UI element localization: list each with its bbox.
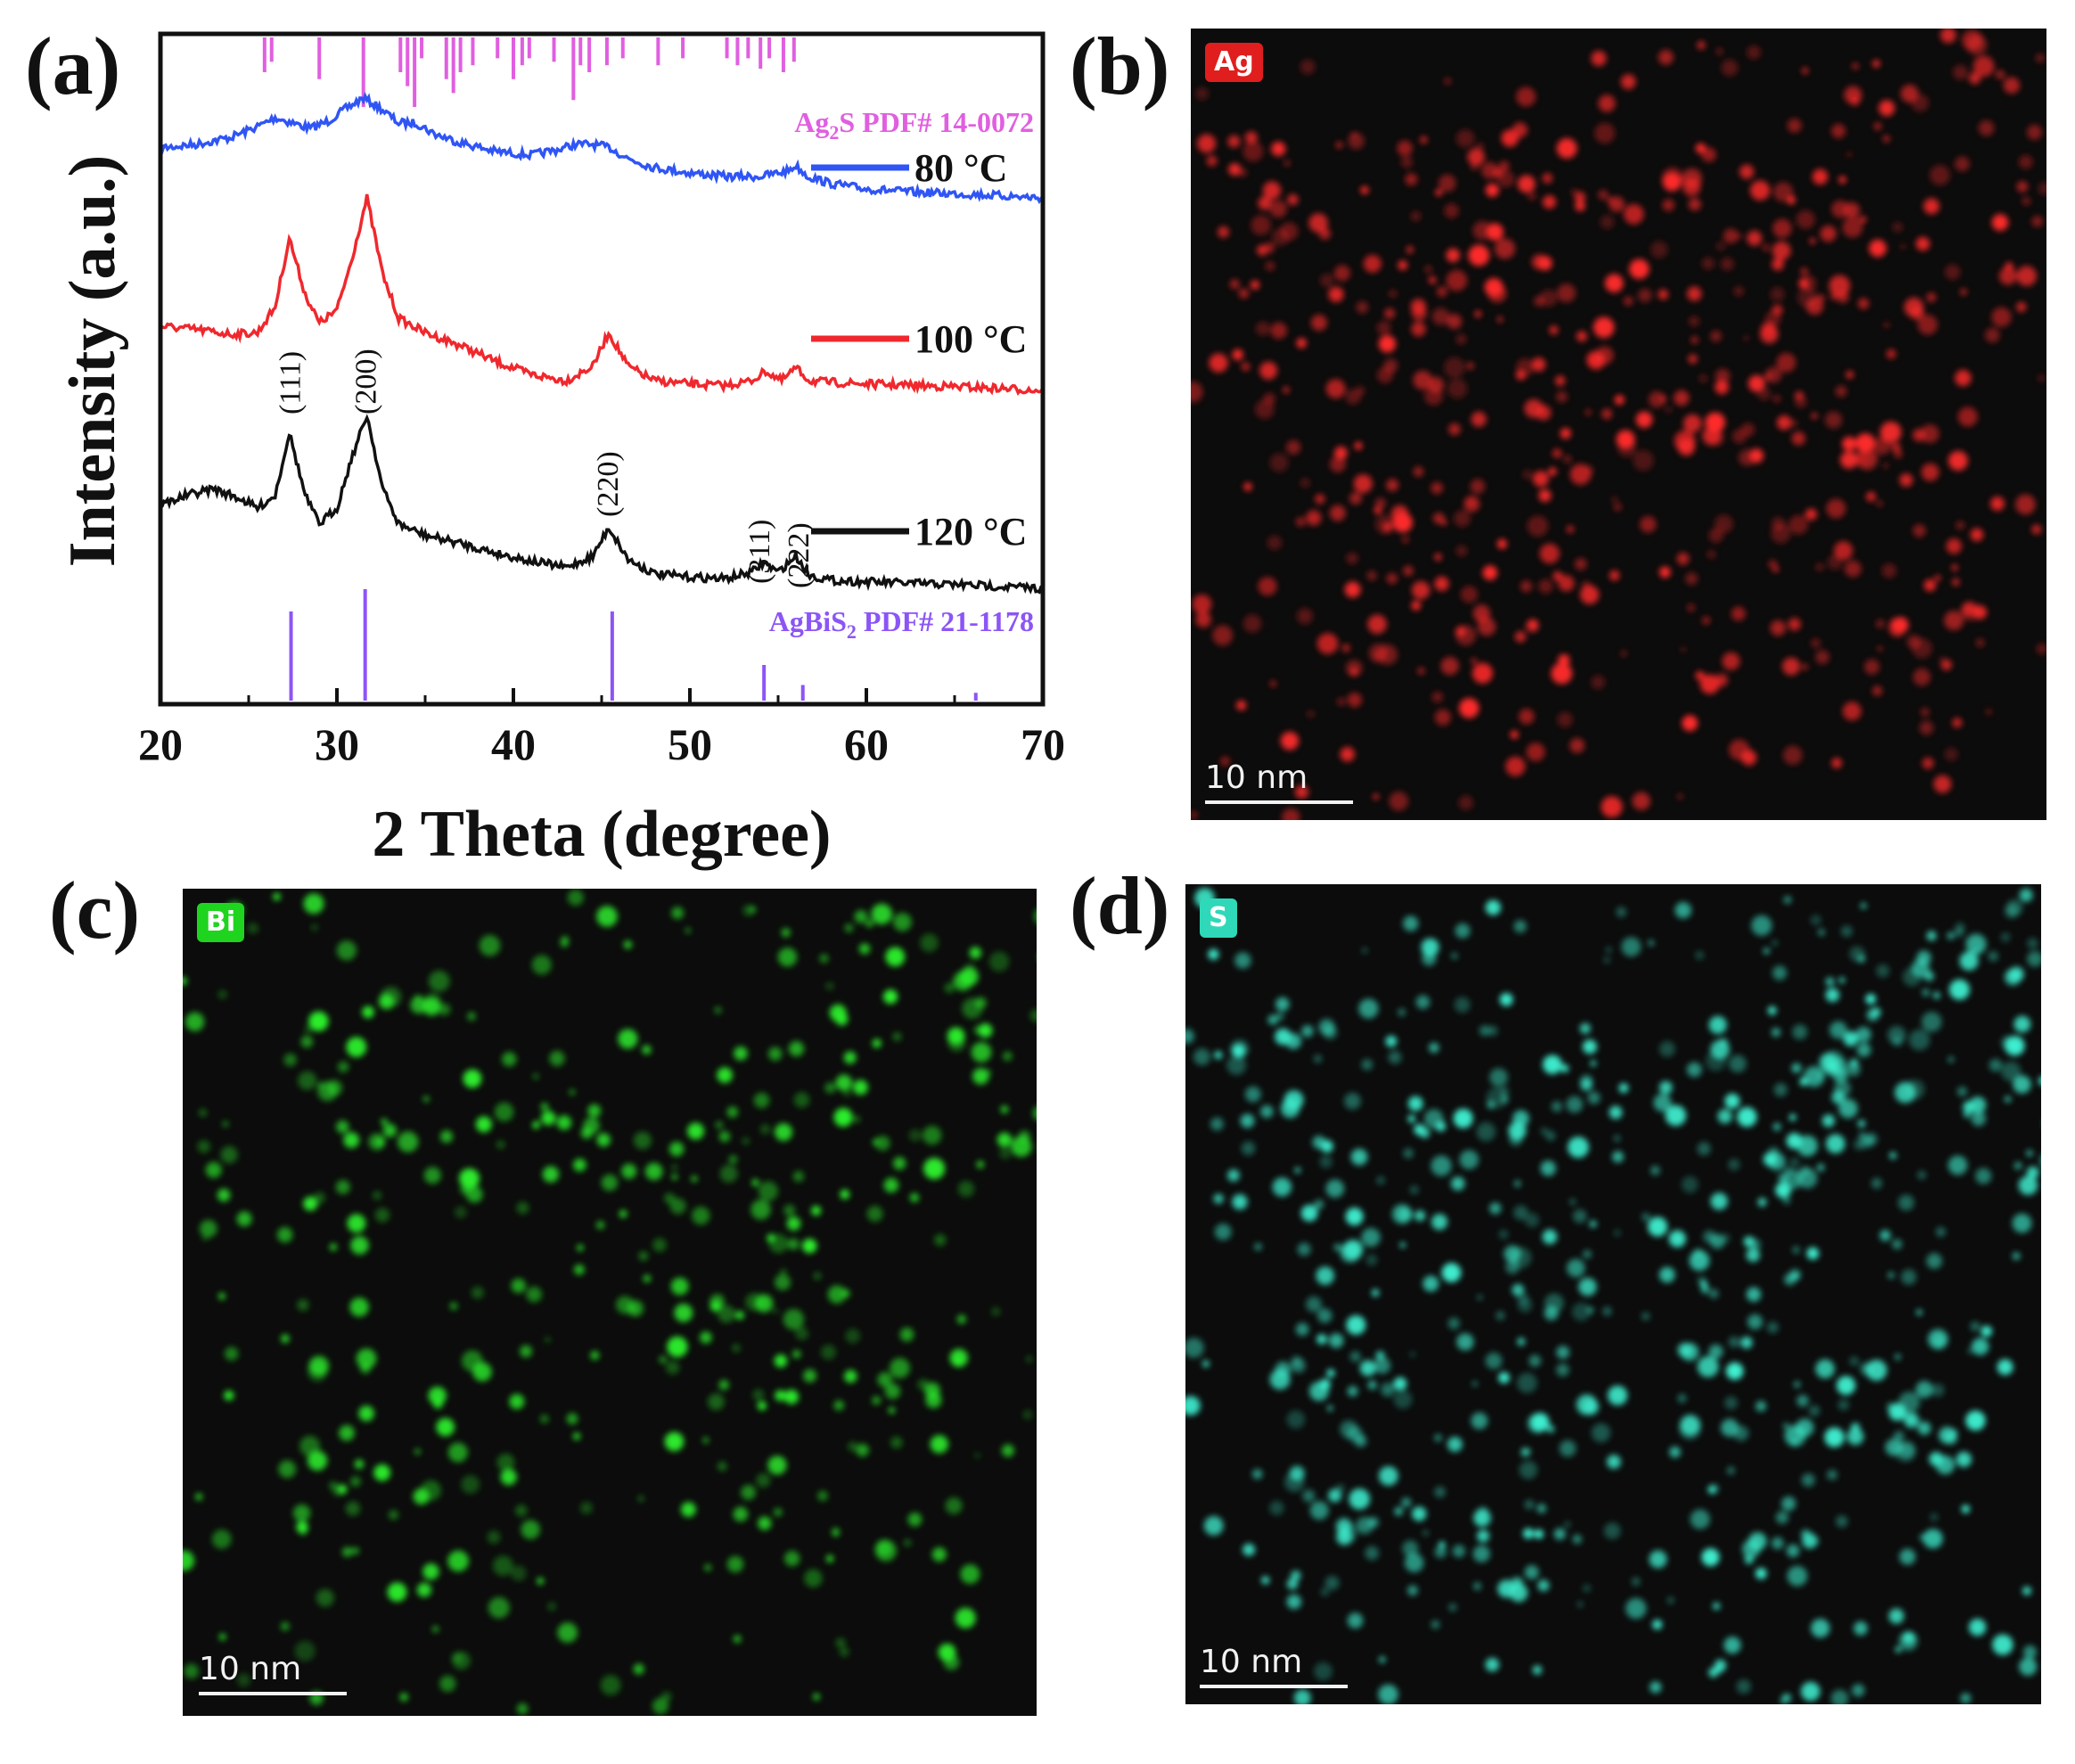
peak-label-4: (222)	[783, 522, 816, 588]
peak-annotations: (111) (200) (220) (311) (222)	[275, 349, 816, 588]
bi-eds-map: Bi 10 nm	[183, 889, 1037, 1716]
reference-patterns: Ag2S PDF# 14-0072 AgBiS2 PDF# 21-1178	[262, 37, 1034, 701]
series-line-1	[160, 193, 1045, 397]
s-map-image	[1185, 888, 2041, 1704]
scale-bar-label: 10 nm	[1205, 759, 1308, 796]
scale-bar-label: 10 nm	[1200, 1644, 1303, 1680]
signal-dots	[183, 889, 1037, 1715]
legend-label-1: 100 °C	[914, 317, 1027, 361]
panel-label-a: (a)	[25, 21, 121, 111]
element-badge-bi: Bi	[197, 903, 245, 942]
peak-label-0: (111)	[275, 351, 308, 414]
x-tick-label-5: 70	[1021, 719, 1065, 769]
element-badge-ag: Ag	[1205, 43, 1263, 82]
y-axis-label: Intensity (a.u.)	[56, 155, 129, 568]
s-eds-map: S 10 nm	[1185, 884, 2041, 1704]
x-tick-label-1: 30	[315, 719, 359, 769]
panel-label-c: (c)	[49, 865, 141, 956]
ref-pattern-label-1: AgBiS2 PDF# 21-1178	[769, 605, 1034, 643]
series-line-2	[159, 414, 1045, 595]
legend-label-2: 120 °C	[914, 510, 1027, 554]
peak-label-1: (200)	[350, 349, 383, 414]
legend: 80 °C 100 °C 120 °C	[811, 146, 1027, 554]
x-axis-label: 2 Theta (degree)	[372, 798, 831, 871]
bi-map-image	[183, 889, 1037, 1715]
x-tick-label-2: 40	[491, 719, 536, 769]
scale-bar-label: 10 nm	[199, 1651, 302, 1687]
x-ticks: 20 30 40 50 60 70	[138, 688, 1065, 769]
scale-bar	[1205, 800, 1353, 804]
ref-pattern-label-0: Ag2S PDF# 14-0072	[794, 106, 1034, 144]
signal-dots	[1191, 29, 2046, 820]
peak-label-2: (220)	[592, 451, 625, 517]
legend-label-0: 80 °C	[914, 146, 1007, 190]
x-tick-label-3: 50	[668, 719, 712, 769]
scale-bar	[199, 1692, 347, 1695]
signal-dots	[1185, 888, 2041, 1704]
scale-bar	[1200, 1685, 1348, 1688]
peak-label-3: (311)	[743, 520, 776, 584]
ag-map-image	[1191, 29, 2046, 820]
x-tick-label-0: 20	[138, 719, 183, 769]
x-tick-label-4: 60	[844, 719, 889, 769]
xrd-chart: Ag2S PDF# 14-0072 AgBiS2 PDF# 21-1178 20 3…	[56, 31, 1065, 871]
xrd-series	[159, 92, 1045, 595]
series-line-0	[159, 92, 1045, 205]
ag-eds-map: Ag 10 nm	[1191, 29, 2046, 820]
element-badge-s: S	[1200, 898, 1237, 938]
panel-label-d: (d)	[1070, 860, 1170, 951]
panel-label-b: (b)	[1070, 21, 1170, 111]
